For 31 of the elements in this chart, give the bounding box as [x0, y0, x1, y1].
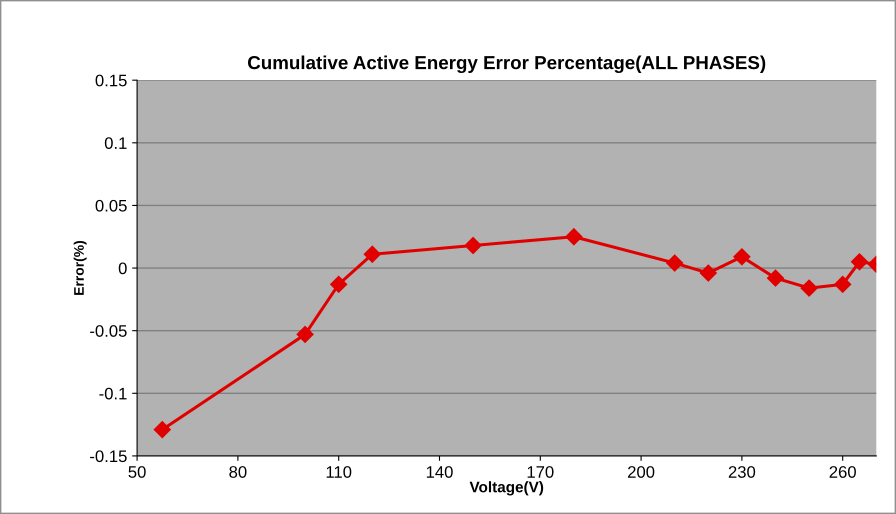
x-tick-label: 200: [628, 466, 654, 478]
y-tick-label: 0.05: [96, 200, 127, 212]
y-tick-label: -0.1: [99, 388, 127, 400]
point: [296, 326, 314, 343]
x-axis-title: Voltage(V): [470, 481, 544, 496]
x-tick-label: 80: [229, 466, 247, 478]
x-tick-label: 170: [528, 466, 554, 478]
y-tick-label: -0.15: [90, 450, 127, 462]
x-tick-label: 260: [830, 466, 856, 478]
y-axis-title: Error(%): [74, 240, 87, 295]
x-tick-label: 230: [728, 466, 756, 478]
point: [464, 236, 482, 254]
y-tick-label: 0.15: [96, 74, 127, 86]
x-tick-label: 110: [326, 466, 352, 478]
point: [733, 248, 750, 266]
point: [330, 276, 348, 293]
point: [364, 246, 381, 263]
y-tick-label: 0.1: [104, 137, 127, 150]
chart-title: Cumulative Active Energy Error Percentage(ALL PHASES): [248, 55, 766, 74]
point: [565, 228, 582, 246]
x-tick-label: 50: [128, 466, 146, 478]
point: [766, 270, 784, 287]
y-tick-label: -0.05: [90, 325, 127, 337]
point: [850, 253, 868, 270]
point: [700, 264, 717, 282]
point: [800, 280, 818, 297]
point: [834, 276, 852, 293]
y-tick-label: 0: [118, 262, 127, 274]
point: [154, 421, 171, 438]
point: [666, 254, 684, 272]
x-tick-label: 140: [426, 466, 453, 478]
